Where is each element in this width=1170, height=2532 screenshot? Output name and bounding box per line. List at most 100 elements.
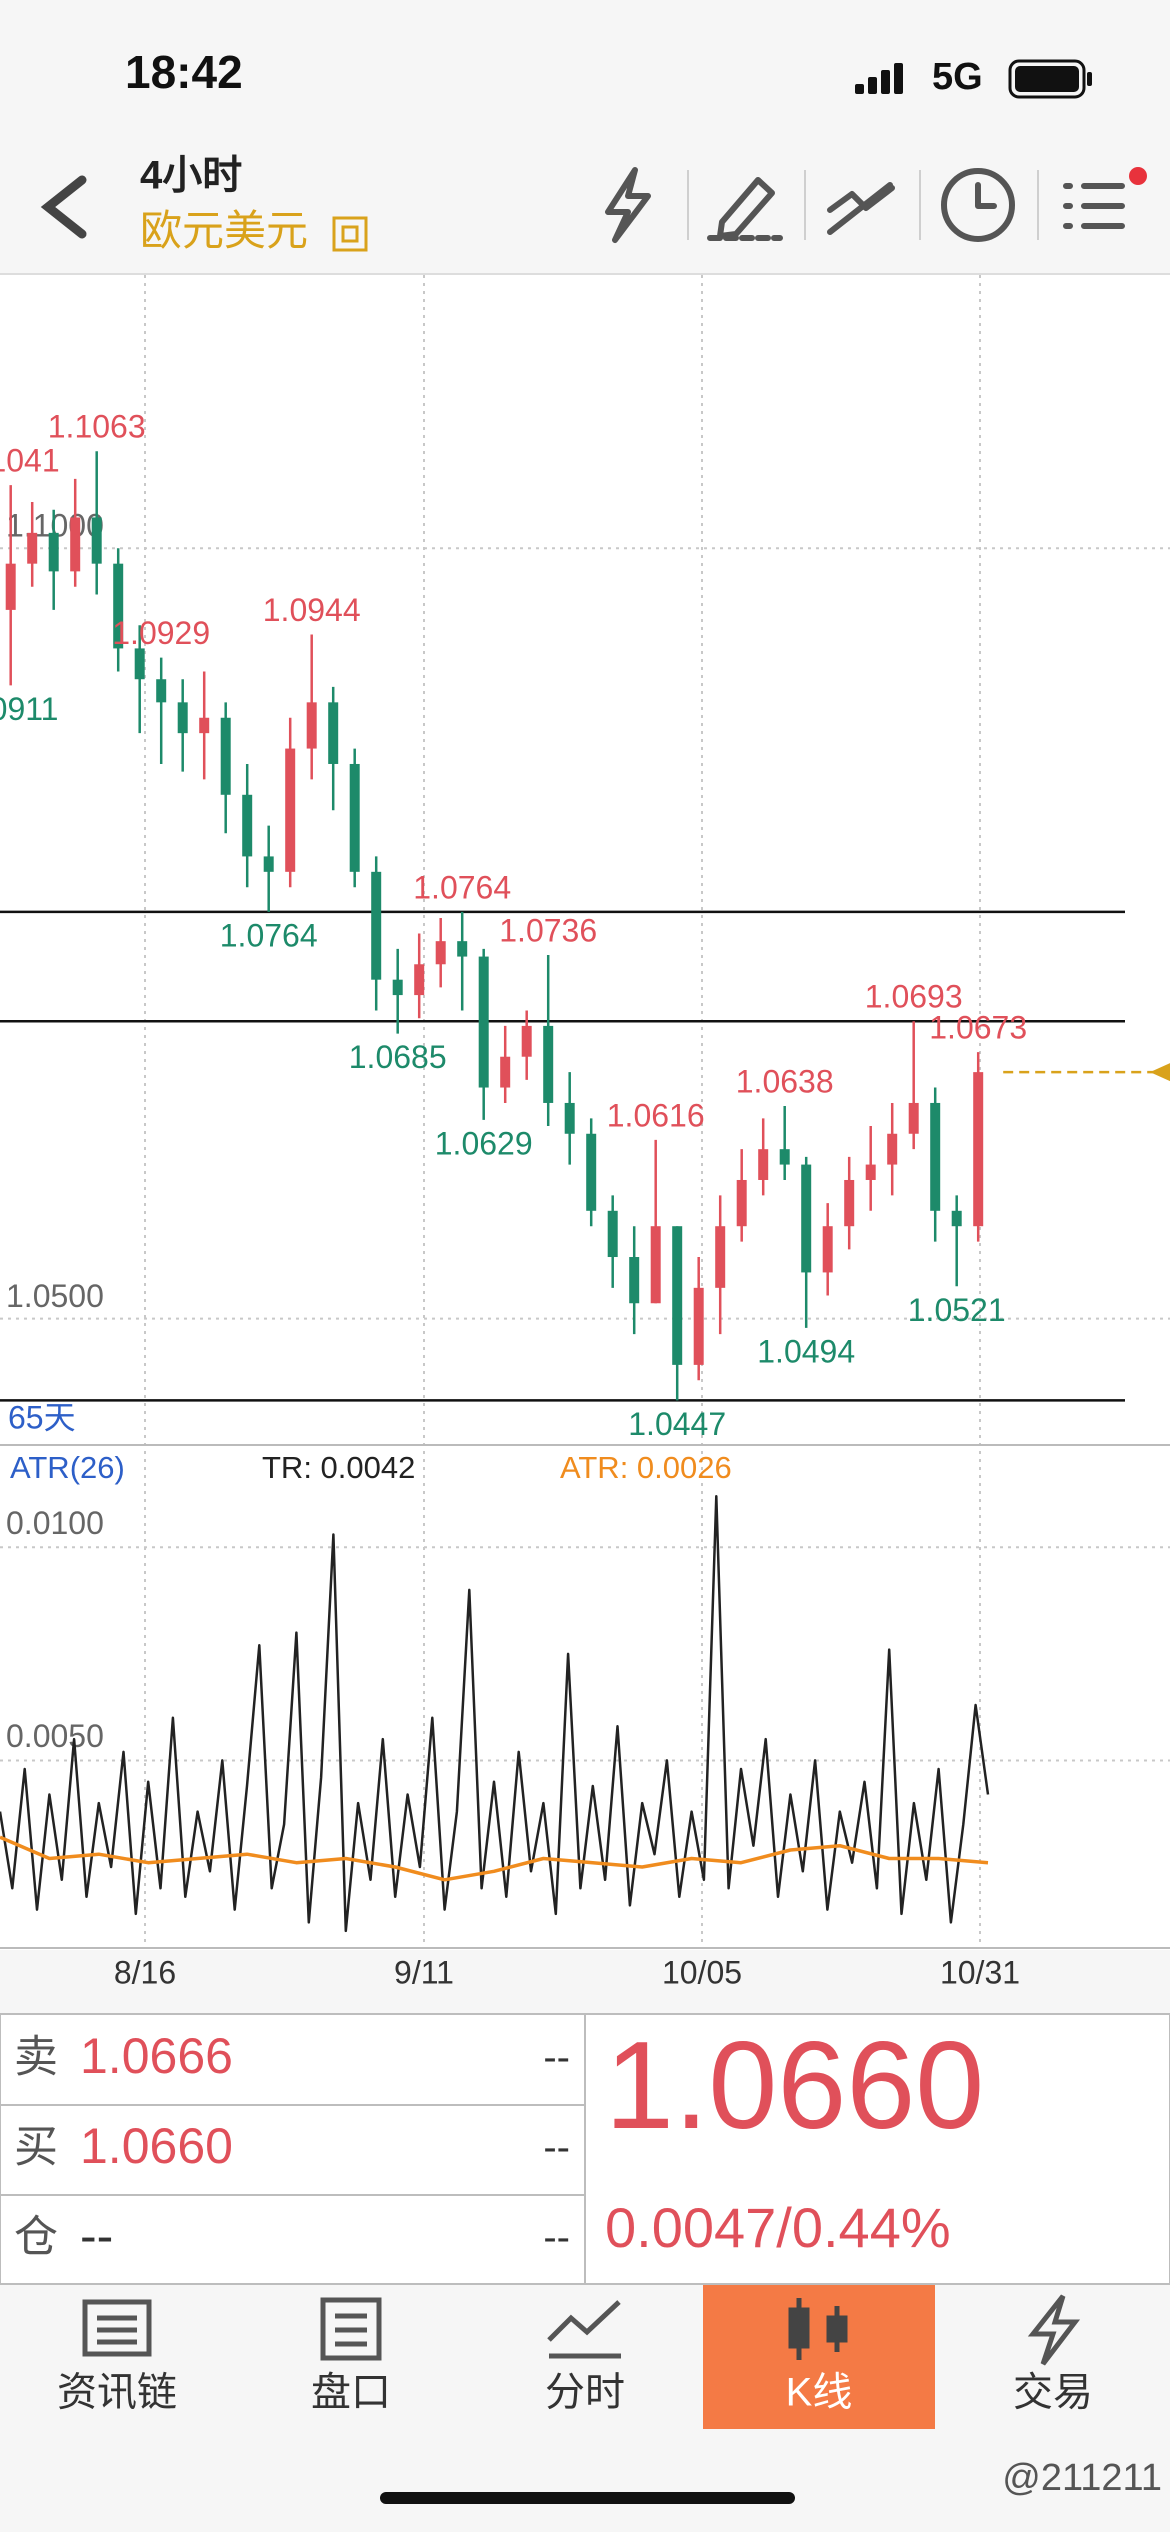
quote-extra: -- [543,2036,570,2080]
candle-body [156,679,167,703]
period-label: 65天 [8,1399,76,1435]
tab-icon [1027,2294,1081,2366]
candle-body [91,517,102,564]
price-change: 0.0047/0.44% [605,2196,951,2259]
quote-value: -- [80,2208,113,2264]
notification-dot [1129,167,1147,185]
icon-part [796,2298,840,2360]
tab-label[interactable]: K线 [786,2371,853,2415]
candle-body [27,532,38,564]
candle-body [693,1287,704,1365]
x-tick-label: 10/31 [940,1954,1020,1990]
quote-side: 买 [14,2123,58,2172]
active-tab-bg [703,2285,935,2429]
candle-body [822,1226,833,1273]
candle-body [220,717,231,795]
candle-body [5,563,16,610]
quote-side: 仓 [14,2213,58,2262]
indicator-icon[interactable] [827,182,895,235]
candle-body [177,702,188,734]
icon-part [547,2300,621,2359]
tab-label[interactable]: 交易 [1013,2371,1093,2415]
low-label: 1.0764 [220,917,318,953]
candle-body [521,1025,532,1057]
network-type: 5G [932,56,983,98]
candle-body [242,794,253,857]
vertical-grid [144,275,981,1948]
quote-extra: -- [543,2216,570,2260]
candle-body [758,1149,769,1180]
high-label: 1.0944 [263,592,361,628]
candle-body [392,979,403,996]
candle-body [844,1179,855,1227]
candle-body [908,1102,919,1134]
quote-extra: -- [543,2126,570,2170]
atr-line [0,1835,989,1882]
status-time: 18:42 [125,46,243,98]
high-label: 1.0929 [112,615,210,651]
watermark: @211211 [1002,2457,1162,2499]
candle-body [607,1210,618,1258]
tab-icon [82,2299,152,2357]
tab-icon [320,2297,382,2361]
candle-body [199,717,210,734]
low-label: 1.0521 [908,1292,1006,1328]
atr-title: ATR(26) [10,1450,125,1485]
symbol-badge [332,216,368,252]
candle-body [715,1226,726,1288]
chart-bg [0,275,1170,1950]
y-tick-label: 1.0500 [6,1278,104,1314]
quote-value: 1.0666 [80,2028,233,2084]
x-tick-label: 8/16 [114,1954,176,1990]
candle-body [457,941,468,957]
y-tick-label: 0.0100 [6,1505,104,1541]
period[interactable]: 4小时 [140,154,242,198]
header-bg [0,0,1170,274]
icon-part [97,2315,137,2345]
candle-body [586,1133,597,1211]
tab-label[interactable]: 分时 [545,2371,625,2415]
candle-body [70,517,81,572]
candle-body [435,941,446,965]
draw-icon[interactable] [707,177,783,241]
high-label: 1.0616 [607,1097,705,1133]
candle-body [564,1102,575,1134]
flash-icon[interactable] [605,167,651,243]
icon-part [335,2313,367,2347]
candle-body [672,1226,683,1365]
symbol[interactable]: 欧元美元 [140,207,308,254]
clock-icon[interactable] [941,168,1015,242]
tab-label[interactable]: 资讯链 [57,2371,177,2415]
low-label: 1.0685 [349,1039,447,1075]
high-label: 1.0693 [865,979,963,1015]
candle-body [285,748,296,872]
x-tick-label: 9/11 [394,1954,454,1990]
candle-body [263,856,274,872]
candle-body [930,1102,941,1211]
tr-readout: TR: 0.0042 [262,1450,415,1485]
candle-body [478,956,489,1088]
high-label: 1.0764 [413,869,511,905]
tab-label[interactable]: 盘口 [311,2371,391,2415]
high-label: 1.1041 [0,443,60,479]
candle-body [134,648,145,680]
candle-body [779,1149,790,1165]
high-label: 1.0638 [736,1063,834,1099]
x-tick-label: 10/05 [662,1954,742,1990]
candle-body [414,964,425,996]
home-indicator [380,2492,795,2504]
icon-part [320,2297,382,2361]
icon-part [1027,2294,1081,2366]
candle-body [349,763,360,872]
tab-icon [788,2298,848,2360]
back-button[interactable] [40,175,87,239]
icon-part [82,2299,152,2357]
candle-body [328,702,339,764]
candle-body [543,1025,554,1103]
low-label: 1.0629 [435,1125,533,1161]
menu-icon[interactable] [1063,183,1125,229]
low-label: 1.0911 [0,691,58,727]
header-separators [687,170,1039,240]
high-label: 1.0736 [499,912,597,948]
